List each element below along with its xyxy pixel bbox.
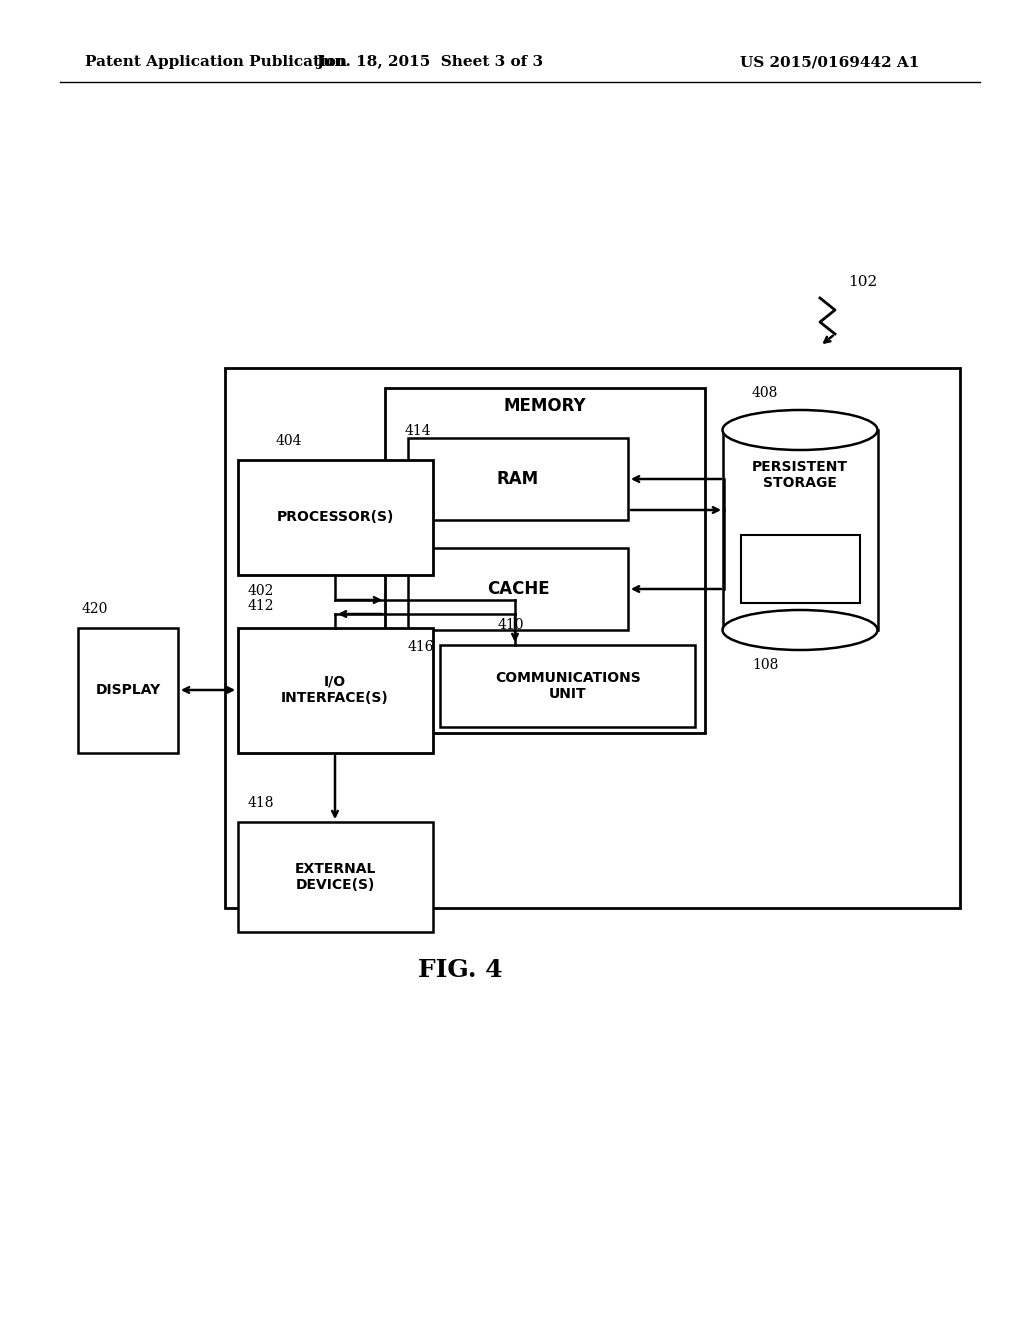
Text: PROCESSOR(S): PROCESSOR(S): [276, 510, 393, 524]
Text: I/O
INTERFACE(S): I/O INTERFACE(S): [282, 675, 389, 705]
Text: DISPLAY: DISPLAY: [95, 682, 161, 697]
Text: COMMUNICATIONS
UNIT: COMMUNICATIONS UNIT: [496, 671, 641, 701]
Ellipse shape: [723, 610, 878, 649]
Text: Jun. 18, 2015  Sheet 3 of 3: Jun. 18, 2015 Sheet 3 of 3: [316, 55, 544, 69]
Text: 108: 108: [752, 657, 778, 672]
Bar: [238, 822, 433, 932]
Bar: [723, 430, 878, 630]
Text: 414: 414: [406, 424, 432, 438]
Bar: [385, 388, 705, 733]
Text: CACHE: CACHE: [486, 579, 549, 598]
Bar: [238, 628, 433, 752]
Bar: [78, 628, 178, 752]
Bar: [440, 645, 695, 727]
Text: 418: 418: [248, 796, 274, 810]
Text: 420: 420: [82, 602, 109, 616]
Text: 408: 408: [752, 385, 778, 400]
Text: 404: 404: [276, 434, 302, 447]
Bar: [408, 438, 628, 520]
Text: MEMORY: MEMORY: [504, 397, 587, 414]
Text: PERSISTENT
STORAGE: PERSISTENT STORAGE: [752, 459, 848, 490]
Bar: [741, 535, 860, 603]
Text: 402: 402: [248, 583, 274, 598]
Bar: [225, 368, 961, 908]
Text: 416: 416: [408, 640, 434, 653]
Text: 102: 102: [848, 275, 878, 289]
Ellipse shape: [723, 411, 878, 450]
Text: US 2015/0169442 A1: US 2015/0169442 A1: [740, 55, 920, 69]
Text: FIG. 4: FIG. 4: [418, 958, 503, 982]
Text: Patent Application Publication: Patent Application Publication: [85, 55, 347, 69]
Text: 410: 410: [498, 618, 524, 632]
Text: EXTERNAL
DEVICE(S): EXTERNAL DEVICE(S): [294, 862, 376, 892]
Bar: [238, 459, 433, 576]
Text: RAM: RAM: [497, 470, 539, 488]
Bar: [408, 548, 628, 630]
Text: 412: 412: [248, 599, 274, 612]
